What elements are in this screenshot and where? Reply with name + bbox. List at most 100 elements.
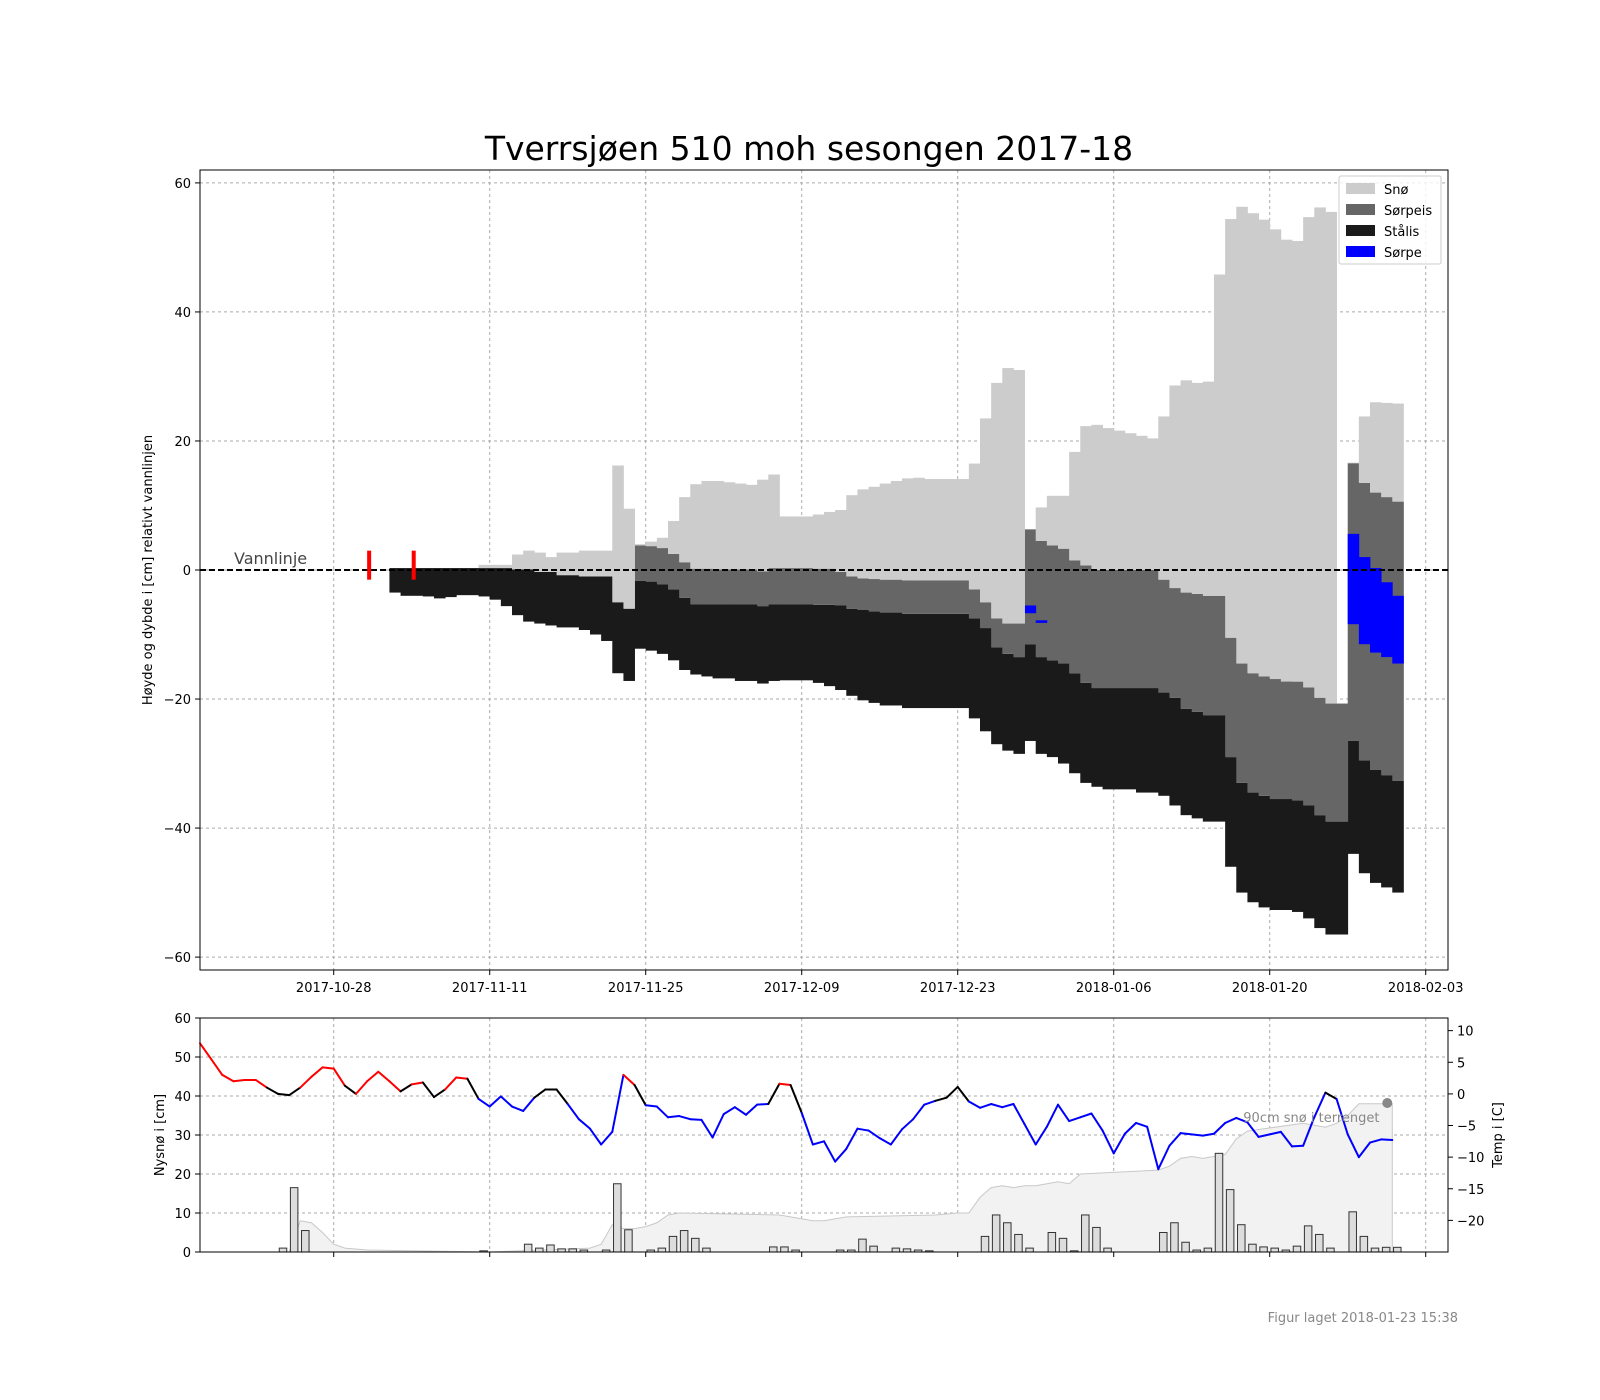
bar-sn- (1381, 402, 1393, 498)
sub-y2-axis-label: Temp i [C] (1491, 1102, 1506, 1169)
chart-title: Tverrsjøen 510 moh sesongen 2017-18 (484, 129, 1133, 168)
temperature-segment (800, 1111, 814, 1146)
temperature-segment (199, 1042, 213, 1061)
new-snow-bar (1081, 1214, 1090, 1253)
bar-st-lis (768, 604, 780, 681)
bar-st-lis (757, 606, 769, 684)
bar-s-rpeis (645, 546, 658, 582)
temperature-segment (310, 1066, 324, 1078)
bar-st-lis (968, 618, 981, 719)
temperature-segment (1068, 1116, 1082, 1123)
temperature-segment (912, 1103, 926, 1121)
temperature-segment (622, 1073, 636, 1087)
temperature-segment (1090, 1112, 1104, 1132)
x-tick-label: 2018-01-20 (1232, 981, 1308, 996)
new-snow-bar (980, 1235, 990, 1253)
bar-st-lis (868, 611, 881, 703)
red-markers (367, 550, 416, 580)
temperature-segment (778, 1082, 792, 1087)
new-snow-bar (1315, 1233, 1324, 1253)
bar-s-rpeis (712, 569, 758, 605)
bar-sn- (1358, 416, 1371, 483)
new-snow-bar (1225, 1189, 1235, 1253)
y2-tick-label: −5 (1457, 1120, 1476, 1135)
temperature-segment (1045, 1103, 1059, 1128)
bar-st-lis (1381, 775, 1393, 888)
bar-sn- (701, 480, 713, 569)
bar-sn- (868, 486, 881, 580)
bar-st-lis (1202, 715, 1226, 822)
bar-st-lis (1080, 682, 1092, 783)
bar-sn- (612, 465, 624, 603)
new-snow-bar (1381, 1246, 1391, 1253)
bar-s-rpeis (1080, 565, 1092, 683)
bar-st-lis (612, 602, 624, 674)
temperature-segment (555, 1088, 569, 1106)
temperature-segment (254, 1078, 268, 1089)
bar-st-lis (1392, 780, 1404, 893)
new-snow-bar (1303, 1225, 1313, 1253)
temperature-segment (488, 1095, 502, 1108)
bar-st-lis (1269, 799, 1293, 910)
bar-sn- (1303, 217, 1315, 688)
bar-s-rpeis (1002, 623, 1014, 654)
new-snow-bar (289, 1187, 299, 1253)
new-snow-bar (1203, 1247, 1213, 1253)
bar-sn- (879, 483, 892, 580)
temperature-segment (566, 1103, 580, 1121)
temperature-segment (945, 1085, 959, 1099)
bar-sn- (991, 382, 1003, 619)
bar-s-rpeis (1024, 529, 1037, 645)
new-snow-bar (523, 1243, 533, 1253)
temperature-segment (1291, 1144, 1305, 1148)
bar-st-lis (478, 568, 491, 597)
bar-sn- (1136, 435, 1148, 570)
temperature-segment (756, 1103, 770, 1106)
x-tick-label: 2017-12-09 (764, 981, 840, 996)
main-y-ticks: −60 −40 −20 0 20 40 60 (164, 177, 200, 966)
bar-sn- (968, 463, 981, 590)
temperature-segment (923, 1099, 937, 1106)
bar-sn- (690, 484, 702, 569)
new-snow-bar (858, 1238, 867, 1253)
temperature-segment (410, 1081, 424, 1086)
new-snow-bar (780, 1246, 789, 1253)
temperature-segment (1023, 1123, 1037, 1146)
new-snow-bar (1047, 1232, 1057, 1253)
bar-sn- (623, 508, 635, 609)
bar-st-lis (489, 568, 502, 600)
temperature-segment (611, 1073, 625, 1133)
temperature-segment (1001, 1103, 1015, 1109)
bar-st-lis (1292, 800, 1304, 912)
x-tick-label: 2017-11-11 (452, 981, 528, 996)
new-snow-bar (1348, 1211, 1357, 1253)
bar-s-rpeis (656, 548, 669, 585)
bar-sn- (1013, 370, 1025, 624)
bar-sn- (1225, 219, 1237, 638)
bar-s-rpeis (1069, 560, 1081, 674)
bar-s-rpeis (668, 553, 680, 590)
temperature-segment (499, 1095, 513, 1108)
bar-sn- (712, 480, 725, 570)
temperature-segment (1201, 1132, 1215, 1137)
bar-sn- (1247, 213, 1259, 674)
temperature-segment (878, 1137, 892, 1146)
main-x-ticks: 2017-10-28 2017-11-11 2017-11-25 2017-12-09… (296, 970, 1464, 996)
bar-s-rpeis (1292, 681, 1304, 801)
sub-y2-ticks: −20 −15 −10 −5 0 5 10 (1448, 1025, 1484, 1229)
x-tick-label: 2017-11-25 (608, 981, 684, 996)
temperature-segment (377, 1070, 391, 1083)
bar-sn- (556, 552, 580, 576)
x-tick-label: 2017-10-28 (296, 981, 372, 996)
bar-st-lis (679, 597, 691, 670)
temperature-segment (901, 1118, 915, 1131)
new-snow-bar (624, 1229, 633, 1253)
temperature-segment (600, 1130, 614, 1146)
bar-sn- (656, 537, 669, 549)
y-tick-label: −40 (164, 822, 191, 837)
temperature-segment (288, 1086, 302, 1097)
sub-x-ticks (333, 1252, 1427, 1257)
x-tick-label: 2018-02-03 (1388, 981, 1464, 996)
new-snow-bar (769, 1246, 778, 1253)
waterline-label: Vannlinje (234, 549, 307, 568)
